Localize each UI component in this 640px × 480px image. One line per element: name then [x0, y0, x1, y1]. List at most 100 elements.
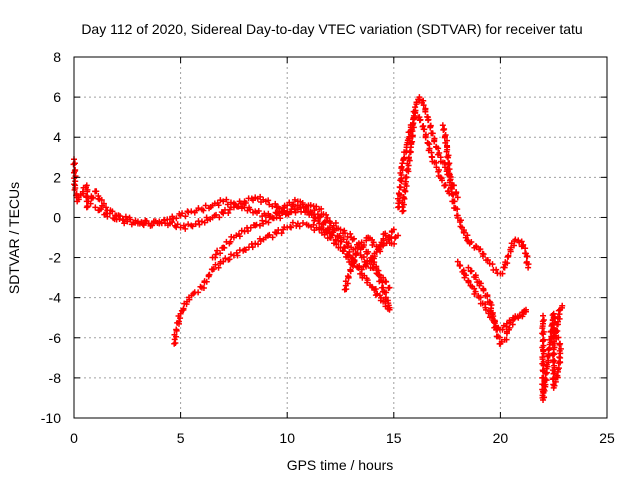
track-d-point	[217, 250, 224, 257]
tail-point	[540, 312, 547, 319]
track-d-point	[302, 205, 309, 212]
decline-b-point	[472, 288, 479, 295]
tail-point	[542, 383, 549, 390]
decline-a-point	[512, 236, 519, 243]
peak-a-point	[436, 166, 443, 173]
tail-point	[539, 360, 546, 367]
track-d-point	[310, 211, 317, 218]
track-c-point	[186, 296, 193, 303]
decline-c-point	[489, 311, 496, 318]
track-d-point	[270, 215, 277, 222]
track-c-point	[203, 278, 210, 285]
track-c-point	[368, 257, 375, 264]
track-b-point	[185, 221, 192, 228]
tail-point	[540, 316, 547, 323]
track-d-point	[245, 228, 252, 235]
track-c-point	[175, 318, 182, 325]
track-b-point	[318, 205, 325, 212]
track-b-point	[307, 202, 314, 209]
track-e-point	[391, 240, 398, 247]
y-tick-label: -8	[49, 370, 62, 386]
peak-b-point	[409, 138, 416, 145]
decline-c-point	[503, 336, 510, 343]
track-d-point	[286, 199, 293, 206]
decline-b-point	[499, 326, 506, 333]
peak-a-point	[426, 145, 433, 152]
track-e-point	[351, 257, 358, 264]
track-c-point	[220, 258, 227, 265]
tail-point	[556, 347, 563, 354]
track-b-point	[272, 200, 279, 207]
track-b-point	[225, 210, 232, 217]
decline-c-point	[506, 324, 513, 331]
decline-a-point	[525, 264, 532, 271]
peak-a-point	[421, 126, 428, 133]
track-c-point	[206, 271, 213, 278]
track-a-point	[72, 185, 79, 192]
peak-b-point	[409, 128, 416, 135]
track-d-point	[238, 227, 245, 234]
track-c-point	[234, 252, 241, 259]
track-a-point	[188, 208, 195, 215]
track-a-point	[202, 202, 209, 209]
track-b-point	[174, 221, 181, 228]
track-c-point	[249, 244, 256, 251]
tail-point	[555, 366, 562, 373]
track-e-point	[361, 241, 368, 248]
track-a-point	[89, 194, 96, 201]
decline-a-point	[480, 251, 487, 258]
decline-c-point	[484, 293, 491, 300]
track-d-point	[247, 224, 254, 231]
track-a-point	[102, 204, 109, 211]
peak-a-point	[398, 172, 405, 179]
decline-a-point	[464, 232, 471, 239]
decline-a-point	[520, 241, 527, 248]
track-b-point	[337, 226, 344, 233]
peak-b-point	[410, 115, 417, 122]
x-tick-label: 5	[177, 430, 185, 446]
decline-c-point	[472, 274, 479, 281]
track-c-point	[173, 326, 180, 333]
track-b-point	[196, 221, 203, 228]
decline-a-point	[446, 177, 453, 184]
track-a-point	[224, 201, 231, 208]
peak-b-point	[416, 96, 423, 103]
tail-point	[551, 351, 558, 358]
decline-c-point	[488, 305, 495, 312]
track-a-point	[255, 207, 262, 214]
tail-point	[542, 376, 549, 383]
track-c-point	[269, 234, 276, 241]
x-tick-label: 10	[279, 430, 295, 446]
peak-b-point	[413, 101, 420, 108]
track-a-point	[277, 215, 284, 222]
track-c-point	[310, 221, 317, 228]
track-c-point	[195, 289, 202, 296]
track-a-point	[84, 186, 91, 193]
peak-b-point	[454, 194, 461, 201]
track-b-point	[313, 203, 320, 210]
decline-a-point	[499, 270, 506, 277]
peak-b-point	[405, 162, 412, 169]
peak-b-point	[420, 102, 427, 109]
peak-b-point	[409, 122, 416, 129]
y-tick-label: 0	[53, 209, 61, 225]
track-a-point	[84, 203, 91, 210]
axis-ticks: 0 5 10 15 20 25 -10 -8 -6 -4 -2 0 2 4 6 8	[41, 49, 615, 446]
peak-b-point	[431, 137, 438, 144]
y-tick-label: 6	[53, 89, 61, 105]
track-a-point	[182, 213, 189, 220]
track-b-point	[127, 216, 134, 223]
track-b-point	[168, 219, 175, 226]
track-d-point	[290, 201, 297, 208]
track-c-point	[288, 224, 295, 231]
track-d-point	[212, 251, 219, 258]
track-c-point	[371, 253, 378, 260]
peak-b-point	[400, 194, 407, 201]
track-b-point	[92, 204, 99, 211]
decline-a-point	[451, 198, 458, 205]
decline-b-point	[471, 285, 478, 292]
decline-a-point	[524, 253, 531, 260]
x-axis-label: GPS time / hours	[287, 457, 394, 473]
decline-c-point	[516, 312, 523, 319]
